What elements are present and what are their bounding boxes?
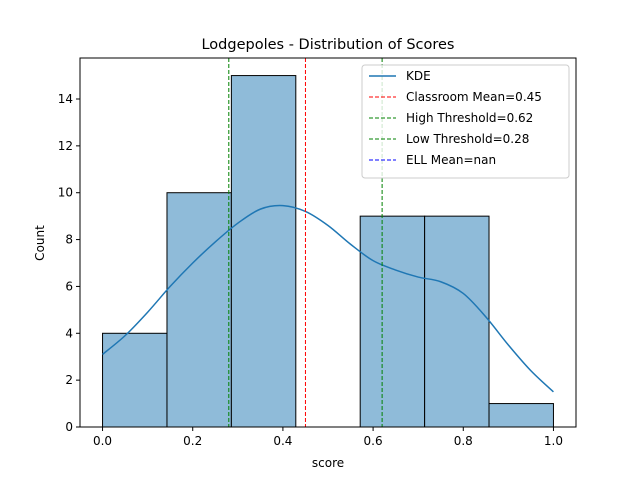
x-tick-label: 0.2 <box>183 434 202 448</box>
x-tick-label: 0.0 <box>93 434 112 448</box>
histogram-bar <box>102 332 168 428</box>
y-tick-label: 12 <box>58 139 73 153</box>
y-tick-label: 10 <box>58 186 73 200</box>
legend: KDE Classroom Mean=0.45 High Threshold=0.6… <box>361 64 570 179</box>
legend-label: High Threshold=0.62 <box>406 111 533 125</box>
legend-label: ELL Mean=nan <box>406 153 496 167</box>
histogram-bar <box>488 403 554 428</box>
axes-frame <box>79 57 577 428</box>
legend-label: KDE <box>406 69 431 83</box>
x-tick-label: 0.8 <box>454 434 473 448</box>
x-tick-label: 0.6 <box>364 434 383 448</box>
y-axis-label: Count <box>33 225 47 261</box>
x-axis-label: score <box>312 456 344 470</box>
chart-title: Lodgepoles - Distribution of Scores <box>201 37 454 53</box>
x-tick-label: 0.4 <box>273 434 292 448</box>
x-axis: 0.0 0.2 0.4 0.6 0.8 1.0 <box>93 427 563 448</box>
legend-box <box>361 64 570 179</box>
histogram-bar <box>359 215 426 428</box>
plot-area <box>102 58 554 428</box>
kde-line <box>102 204 554 393</box>
y-axis: 0 2 4 6 8 10 12 14 <box>58 92 80 434</box>
x-tick-label: 1.0 <box>544 434 563 448</box>
histogram-bar <box>230 75 297 428</box>
legend-label: Low Threshold=0.28 <box>406 132 529 146</box>
y-tick-label: 6 <box>65 279 73 293</box>
y-tick-label: 0 <box>65 420 73 434</box>
y-tick-label: 4 <box>65 326 73 340</box>
y-tick-label: 8 <box>65 233 73 247</box>
histogram-bar <box>166 192 232 428</box>
legend-label: Classroom Mean=0.45 <box>406 90 542 104</box>
y-tick-label: 14 <box>58 92 73 106</box>
histogram-bar <box>424 215 490 428</box>
y-tick-label: 2 <box>65 373 73 387</box>
